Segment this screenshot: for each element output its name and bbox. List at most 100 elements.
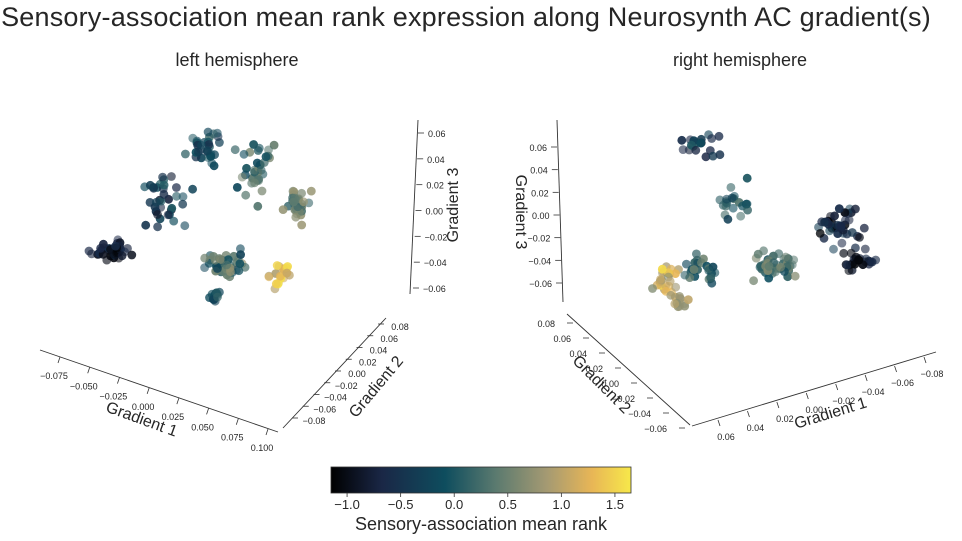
left-scatter-point — [158, 172, 168, 182]
right-scatter-point — [704, 266, 714, 275]
colorbar-ticks: −1.0 −0.5 0.0 0.5 1.0 1.5 — [334, 493, 624, 512]
right-scatter-point — [691, 145, 701, 155]
left-scatter-point — [237, 172, 247, 182]
left-scatter-point — [181, 149, 190, 159]
right-x-tick-label: 0.06 — [717, 432, 735, 442]
right-y-tick-label: −0.02 — [612, 394, 635, 404]
right-scatter-point — [843, 260, 852, 270]
right-z-tick-label: 0.02 — [531, 188, 549, 198]
right-scatter-point — [847, 228, 857, 237]
left-scatter-point — [209, 252, 218, 261]
left-scatter-point — [213, 264, 222, 273]
left-y-tick-label: −0.02 — [335, 381, 358, 391]
left-scatter-point — [299, 197, 308, 207]
left-scatter-point — [200, 263, 210, 272]
right-scatter-point — [851, 204, 860, 214]
left-scatter-point — [241, 190, 251, 200]
right-y-axis-line — [566, 313, 691, 426]
left-scatter-point — [188, 184, 198, 194]
right-y-tick-label: 0.00 — [601, 379, 619, 389]
right-scatter-point — [692, 249, 701, 259]
left-scatter-point — [232, 183, 242, 192]
left-scatter-point — [167, 172, 176, 181]
left-x-axis-line — [39, 349, 279, 433]
left-scatter-point — [145, 180, 155, 190]
left-scatter-point — [153, 210, 162, 219]
right-scatter-point — [696, 138, 706, 148]
right-scatter-point — [714, 131, 724, 141]
right-x-tick-label: −0.08 — [921, 369, 944, 379]
left-scatter-point — [242, 163, 251, 173]
left-x-tick-mark — [146, 387, 150, 394]
colorbar-tick-label: 0.0 — [445, 497, 463, 512]
right-z-tick-label: −0.06 — [529, 279, 552, 289]
left-y-tick-label: −0.04 — [324, 393, 347, 403]
left-scatter-point — [234, 266, 244, 276]
left-scatter-point — [172, 191, 181, 201]
left-scatter-point — [163, 210, 173, 220]
left-x-tick-label: 0.025 — [162, 412, 185, 422]
left-scatter-point — [99, 239, 108, 249]
left-z-tick-label: 0.06 — [428, 129, 446, 139]
right-scatter-point — [781, 252, 791, 262]
right-scatter-point — [829, 244, 838, 254]
left-scatter-point — [278, 205, 288, 215]
right-y-tick-label: 0.02 — [585, 364, 603, 374]
right-scatter-point — [837, 238, 847, 248]
right-scatter-point — [648, 284, 657, 293]
left-scatter-point — [283, 262, 292, 271]
right-scatter-point — [830, 211, 839, 221]
right-scatter-point — [726, 183, 736, 192]
right-x-tick-label: −0.06 — [891, 378, 914, 388]
right-scatter-point — [656, 275, 665, 284]
right-y-tick-label: 0.06 — [553, 334, 571, 344]
right-scatter-point — [836, 221, 846, 231]
left-y-tick-label: 0.00 — [348, 369, 366, 379]
right-scatter-point — [678, 145, 688, 155]
left-z-tick-label: 0.00 — [426, 207, 444, 217]
left-y-tick-label: 0.08 — [391, 322, 409, 332]
right-scatter-point — [815, 229, 825, 238]
left-scatter-point — [261, 152, 271, 162]
left-scatter-point — [151, 197, 161, 207]
left-scatter-point — [235, 259, 245, 269]
left-scatter-point — [271, 279, 281, 289]
right-y-axis-label: Gradient 2 — [569, 352, 634, 417]
left-x-tick-mark — [206, 408, 209, 415]
right-scatter-point — [677, 135, 687, 145]
colorbar-tick-label: −0.5 — [388, 497, 414, 512]
left-y-tick-label: 0.06 — [380, 334, 398, 344]
right-x-tick-label: −0.02 — [832, 396, 855, 406]
right-scatter-point — [742, 173, 752, 183]
left-z-axis-label: Gradient 3 — [445, 168, 462, 243]
right-y-tick-label: 0.04 — [569, 349, 587, 359]
right-scatter-point — [708, 151, 718, 161]
colorbar-tick-label: 1.0 — [552, 497, 570, 512]
right-scatter-point — [855, 233, 864, 242]
right-x-tick-mark — [805, 392, 809, 400]
right-scatter-point — [749, 276, 758, 286]
left-y-axis-line — [282, 317, 387, 429]
left-scatter-point — [253, 201, 263, 211]
right-scatter-point — [689, 265, 699, 274]
right-scatter-point — [665, 276, 675, 286]
left-z-axis-line — [409, 119, 419, 295]
right-y-tick-label: −0.06 — [644, 424, 667, 434]
right-scatter-point — [753, 249, 763, 259]
right-3d-axes: −0.06 −0.04 −0.02 0.00 0.02 0.04 0.06 −0.06 −0.0… — [512, 119, 944, 442]
right-x-tick-mark — [747, 410, 750, 418]
left-x-tick-mark — [87, 367, 91, 374]
right-x-axis-line — [691, 351, 937, 427]
left-z-tick-label: −0.02 — [425, 232, 448, 242]
right-scatter-point — [715, 150, 725, 160]
left-scatter-point — [194, 147, 203, 157]
left-scatter-point — [272, 261, 282, 270]
right-scatter-point — [683, 295, 693, 304]
right-scatter-point — [707, 134, 717, 143]
right-scatter-point — [671, 269, 680, 278]
left-scatter-point — [197, 140, 206, 150]
left-x-tick-label: −0.075 — [40, 371, 68, 381]
left-scatter-point — [256, 165, 266, 175]
left-scatter-point — [127, 250, 137, 260]
right-scatter-point — [728, 203, 738, 213]
